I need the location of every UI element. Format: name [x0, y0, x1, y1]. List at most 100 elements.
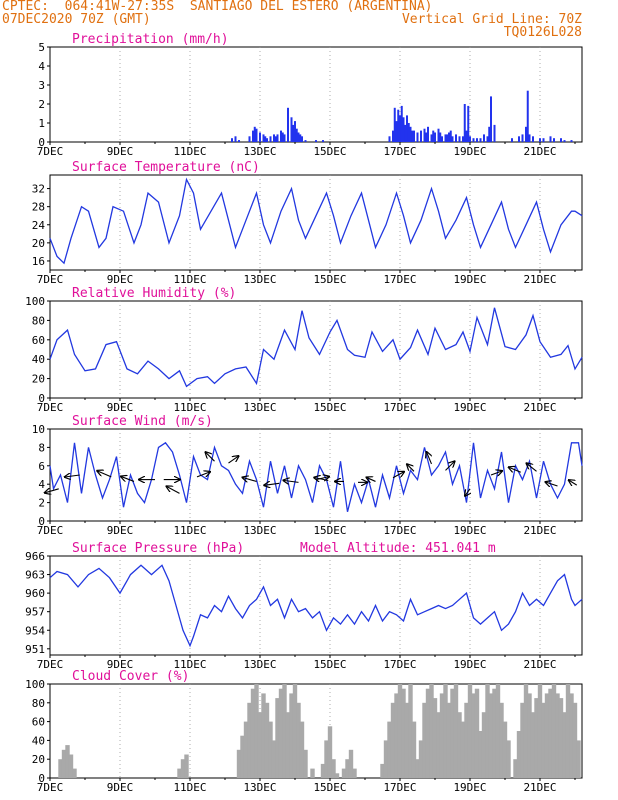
cloud-bar — [565, 684, 571, 778]
cloud-bar — [488, 693, 494, 778]
pressure-xtick-label: 15DEC — [313, 658, 346, 671]
station-title: CPTEC: 064:41W-27:35S SANTIAGO DEL ESTER… — [2, 0, 433, 14]
wind-vector — [284, 480, 299, 482]
temp-xtick-label: 17DEC — [383, 273, 416, 286]
cloud-bar — [324, 740, 329, 778]
cloud-bar — [544, 693, 550, 778]
wind-vector — [427, 452, 432, 465]
precip-bar — [404, 124, 407, 142]
precip-bar — [432, 130, 435, 142]
temp-frame — [49, 174, 583, 271]
temp-ytick-label: 20 — [32, 237, 45, 250]
precip-xtick-label: 17DEC — [383, 145, 416, 158]
precip-bar — [488, 126, 491, 142]
precip-bar — [449, 130, 452, 142]
precip-bar — [441, 136, 443, 142]
cloud-bar — [271, 740, 277, 778]
precip-bar — [532, 136, 534, 142]
humidity-xtick-label: 21DEC — [523, 401, 556, 414]
cloud-bar — [292, 684, 298, 778]
cloud-bar — [481, 712, 487, 778]
cloud-bar — [513, 759, 518, 778]
precip-bar — [259, 132, 261, 142]
cloud-bar — [530, 712, 536, 778]
cloud-panel: 7DEC 9DEC 11DEC 13DEC 15DEC 17DEC 19DEC 21DEC 0 2… — [25, 669, 583, 794]
pressure-xtick-label: 11DEC — [173, 658, 206, 671]
cloud-bar — [558, 698, 564, 778]
precip-bar — [479, 138, 482, 142]
cloud-xtick-label: 15DEC — [313, 781, 346, 794]
precip-bar — [234, 136, 237, 142]
precip-bar — [465, 130, 468, 142]
precip-bar — [467, 105, 470, 142]
precip-bar — [392, 130, 394, 142]
cloud-ytick-label: 40 — [32, 734, 45, 747]
cloud-bar — [541, 702, 546, 778]
precip-bar — [269, 136, 272, 142]
cloud-bar — [240, 735, 245, 778]
cloud-bar — [397, 684, 403, 778]
pressure-ytick-label: 957 — [25, 606, 45, 619]
precip-xtick-label: 11DEC — [173, 145, 206, 158]
cloud-bar — [243, 721, 249, 778]
precip-bar — [238, 140, 240, 142]
cloud-xtick-label: 21DEC — [523, 781, 556, 794]
precip-bar — [518, 136, 520, 142]
cloud-bar — [457, 712, 462, 778]
cloud-bar — [387, 721, 392, 778]
wind-xtick-label: 11DEC — [173, 524, 206, 537]
humidity-xtick-label: 11DEC — [173, 401, 206, 414]
cloud-bar — [58, 759, 63, 778]
precip-bar — [463, 104, 466, 142]
precip-bar — [413, 130, 415, 142]
cloud-xtick-label: 11DEC — [173, 781, 206, 794]
cloud-bar — [268, 721, 273, 778]
precip-bar — [434, 132, 436, 142]
cloud-bar — [418, 740, 424, 778]
cloud-bar — [285, 712, 291, 778]
precip-bar — [563, 140, 566, 142]
pressure-xtick-label: 7DEC — [37, 658, 64, 671]
model-code: TQ0126L028 — [503, 25, 582, 40]
wind-vector — [490, 471, 502, 475]
pressure-series-line — [49, 564, 583, 648]
wind-ytick-label: 0 — [38, 515, 45, 528]
precip-bar — [539, 138, 541, 142]
pressure-ytick-label: 954 — [25, 624, 45, 637]
cloud-bar — [184, 754, 189, 778]
cloud-bar — [572, 702, 578, 778]
cloud-bar — [485, 684, 490, 778]
wind-xtick-label: 19DEC — [453, 524, 486, 537]
cloud-ytick-label: 60 — [32, 716, 45, 729]
pressure-xtick-label: 21DEC — [523, 658, 556, 671]
chart-header: CPTEC: 064:41W-27:35S SANTIAGO DEL ESTER… — [0, 0, 618, 45]
precip-ytick-label: 1 — [38, 117, 45, 130]
precip-bar — [476, 138, 478, 142]
precip-bar — [560, 138, 562, 142]
temp-ytick-label: 28 — [32, 201, 45, 214]
precip-bar — [444, 134, 447, 142]
wind-xtick-label: 13DEC — [243, 524, 276, 537]
cloud-xtick-label: 17DEC — [383, 781, 416, 794]
precip-bar — [446, 134, 449, 142]
precip-bar — [287, 107, 289, 142]
wind-series-line — [49, 441, 583, 512]
wind-panel: 7DEC 9DEC 11DEC 13DEC 15DEC 17DEC 19DEC 21DEC 0 2… — [32, 414, 583, 537]
precip-bar — [458, 136, 461, 142]
precip-bar — [252, 130, 254, 142]
wind-vector — [465, 488, 470, 496]
cloud-bar — [299, 721, 305, 778]
precip-xtick-label: 19DEC — [453, 145, 486, 158]
run-date: 07DEC2020 70Z (GMT) — [2, 12, 151, 27]
wind-vector — [509, 467, 521, 472]
cloud-bar — [61, 749, 67, 778]
precip-bar — [469, 136, 471, 142]
precip-panel: 7DEC 9DEC 11DEC 13DEC 15DEC 17DEC 19DEC 21DEC 0 1… — [37, 32, 583, 158]
precip-xtick-label: 7DEC — [37, 145, 64, 158]
temp-ytick-label: 16 — [32, 255, 45, 268]
temp-xtick-label: 11DEC — [173, 273, 206, 286]
temp-xtick-label: 13DEC — [243, 273, 276, 286]
cloud-bar — [422, 702, 427, 778]
cloud-ytick-label: 80 — [32, 697, 45, 710]
